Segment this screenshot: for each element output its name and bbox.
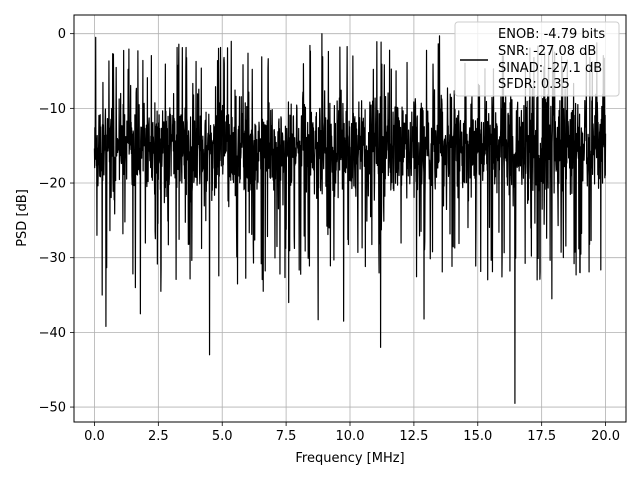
legend-entry-snr: SNR: -27.08 dB — [498, 44, 596, 59]
y-tick-label: −30 — [39, 251, 66, 266]
y-tick-label: −10 — [39, 102, 66, 117]
x-tick-label: 7.5 — [276, 429, 297, 444]
ticks: 0.0 2.5 5.0 7.5 10.0 12.5 15.0 17.5 20.0 0 −10 −20 −… — [39, 27, 620, 444]
x-tick-label: 0.0 — [84, 429, 105, 444]
y-tick-label: −20 — [39, 177, 66, 192]
series-layer — [93, 33, 607, 404]
x-tick-label: 12.5 — [399, 429, 428, 444]
legend-entry-enob: ENOB: -4.79 bits — [498, 27, 605, 42]
legend-entry-sfdr: SFDR: 0.35 — [498, 77, 570, 92]
x-tick-label: 2.5 — [148, 429, 169, 444]
legend: ENOB: -4.79 bits SNR: -27.08 dB SINAD: -… — [454, 21, 620, 97]
legend-box — [454, 21, 620, 97]
x-tick-label: 20.0 — [591, 429, 620, 444]
x-tick-label: 5.0 — [212, 429, 233, 444]
y-axis-label: PSD [dB] — [15, 189, 30, 247]
x-axis-label: Frequency [MHz] — [295, 451, 404, 466]
psd-series-line — [93, 33, 607, 404]
x-tick-label: 10.0 — [336, 429, 365, 444]
y-tick-label: 0 — [58, 27, 66, 42]
x-tick-label: 17.5 — [527, 429, 556, 444]
legend-entry-sinad: SINAD: -27.1 dB — [498, 61, 602, 76]
x-tick-label: 15.0 — [463, 429, 492, 444]
y-tick-label: −50 — [39, 401, 66, 416]
y-tick-label: −40 — [39, 326, 66, 341]
